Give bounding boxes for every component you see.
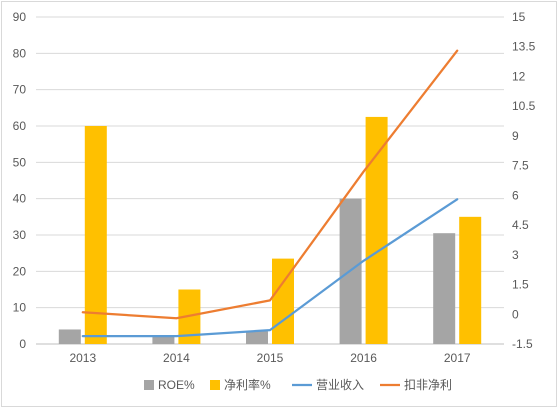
legend-item-net-profit-excl: 扣非净利 xyxy=(380,378,452,392)
left-axis-tick-label: 50 xyxy=(13,155,27,169)
chart-container: 0 10 20 30 40 50 60 70 80 90 -1.5 0 1.5 3 4.5 6 7.5 9 10.… xyxy=(1,1,557,407)
legend-label: ROE% xyxy=(158,378,195,392)
gridlines xyxy=(36,16,504,345)
bar-roe-2014 xyxy=(152,336,175,344)
x-axis-ticks: 2013 2014 2015 2016 2017 xyxy=(69,351,470,365)
left-axis-tick-label: 60 xyxy=(13,119,27,133)
left-axis-tick-label: 0 xyxy=(19,337,26,351)
left-axis-tick-label: 80 xyxy=(13,46,27,60)
bar-roe-2013 xyxy=(58,329,81,344)
bar-net-margin-2013 xyxy=(84,126,107,344)
right-axis-tick-label: 1.5 xyxy=(512,278,529,292)
right-axis-tick-label: 13.5 xyxy=(512,40,536,54)
legend-label: 营业收入 xyxy=(316,378,364,392)
left-axis-tick-label: 10 xyxy=(13,301,27,315)
left-axis-tick-label: 90 xyxy=(13,10,27,24)
legend-item-revenue: 营业收入 xyxy=(292,378,364,392)
right-axis-tick-label: 10.5 xyxy=(512,99,536,113)
x-axis-tick-label: 2014 xyxy=(163,351,190,365)
combo-chart: 0 10 20 30 40 50 60 70 80 90 -1.5 0 1.5 3 4.5 6 7.5 9 10.… xyxy=(13,10,536,392)
x-axis-tick-label: 2015 xyxy=(257,351,284,365)
right-axis-tick-label: 0 xyxy=(512,307,519,321)
bar-net-margin-2015 xyxy=(272,258,294,344)
right-axis-tick-label: 12 xyxy=(512,69,526,83)
legend: ROE% 净利率% 营业收入 扣非净利 xyxy=(144,377,452,392)
x-axis-tick-label: 2017 xyxy=(444,351,471,365)
legend-item-net-margin: 净利率% xyxy=(210,377,271,392)
left-axis-tick-label: 40 xyxy=(13,192,27,206)
right-axis-tick-label: -1.5 xyxy=(512,337,533,351)
right-axis-ticks: -1.5 0 1.5 3 4.5 6 7.5 9 10.5 12 13.5 15 xyxy=(512,10,536,351)
right-axis-tick-label: 4.5 xyxy=(512,218,529,232)
legend-label: 净利率% xyxy=(224,377,271,392)
legend-item-roe: ROE% xyxy=(144,378,195,392)
x-axis-tick-label: 2013 xyxy=(69,351,96,365)
right-axis-tick-label: 7.5 xyxy=(512,159,529,173)
right-axis-tick-label: 6 xyxy=(512,188,519,202)
legend-swatch xyxy=(144,380,154,390)
left-axis-tick-label: 30 xyxy=(13,228,27,242)
line-series-group xyxy=(81,49,459,338)
right-axis-tick-label: 3 xyxy=(512,248,519,262)
line-revenue xyxy=(81,198,459,338)
right-axis-tick-label: 15 xyxy=(512,10,526,24)
left-axis-tick-label: 70 xyxy=(13,83,27,97)
x-axis-tick-label: 2016 xyxy=(350,351,377,365)
bar-net-margin-2016 xyxy=(365,116,388,345)
left-axis-tick-label: 20 xyxy=(13,264,27,278)
bar-roe-2015 xyxy=(246,331,268,344)
bar-net-margin-2017 xyxy=(459,216,482,344)
legend-label: 扣非净利 xyxy=(404,378,452,392)
legend-swatch xyxy=(210,380,220,390)
right-axis-tick-label: 9 xyxy=(512,129,519,143)
left-axis-ticks: 0 10 20 30 40 50 60 70 80 90 xyxy=(13,10,27,351)
bar-series-group xyxy=(58,116,482,345)
line-net-profit-excl xyxy=(81,49,459,320)
bar-roe-2017 xyxy=(433,233,456,344)
